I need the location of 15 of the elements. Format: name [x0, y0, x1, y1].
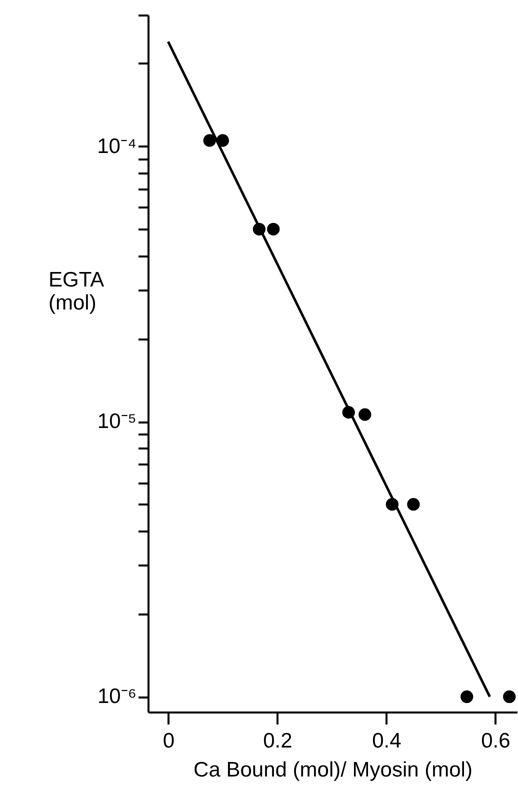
y-axis-title: EGTA (mol) [48, 268, 104, 314]
y-tick-label: 10⁻⁵ [97, 410, 136, 434]
x-tick-label: 0 [162, 730, 175, 752]
point [407, 498, 420, 511]
point [503, 690, 516, 704]
x-tick-label: 0.4 [372, 730, 402, 752]
y-tick-label: 10⁻⁶ [97, 685, 136, 708]
x-tick-label: 0.6 [481, 730, 510, 752]
point [203, 134, 216, 147]
point [267, 222, 280, 236]
x-axis-title: Ca Bound (mol)/ Myosin (mol) [194, 758, 472, 782]
point [460, 690, 474, 704]
y-tick-label: 10⁻⁴ [97, 134, 136, 158]
point [358, 408, 372, 421]
x-tick-label: 0.2 [263, 730, 292, 752]
